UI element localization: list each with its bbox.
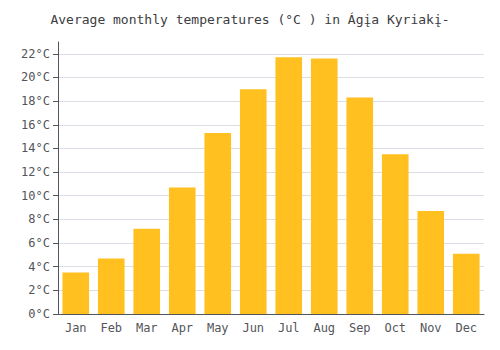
svg-text:Oct: Oct xyxy=(384,321,406,335)
svg-text:May: May xyxy=(207,321,229,335)
svg-text:Jul: Jul xyxy=(278,321,300,335)
svg-text:22°C: 22°C xyxy=(21,47,50,61)
svg-text:Feb: Feb xyxy=(100,321,122,335)
svg-text:2°C: 2°C xyxy=(28,283,50,297)
svg-text:Apr: Apr xyxy=(171,321,193,335)
svg-text:Jun: Jun xyxy=(242,321,264,335)
svg-text:0°C: 0°C xyxy=(28,307,50,321)
svg-text:8°C: 8°C xyxy=(28,212,50,226)
svg-text:Nov: Nov xyxy=(420,321,442,335)
svg-text:16°C: 16°C xyxy=(21,118,50,132)
svg-text:10°C: 10°C xyxy=(21,189,50,203)
svg-text:4°C: 4°C xyxy=(28,260,50,274)
svg-text:14°C: 14°C xyxy=(21,141,50,155)
svg-text:12°C: 12°C xyxy=(21,165,50,179)
svg-text:Dec: Dec xyxy=(455,321,477,335)
svg-text:Jan: Jan xyxy=(65,321,87,335)
svg-text:20°C: 20°C xyxy=(21,70,50,84)
svg-text:Sep: Sep xyxy=(349,321,371,335)
svg-text:Mar: Mar xyxy=(136,321,158,335)
svg-text:18°C: 18°C xyxy=(21,94,50,108)
svg-text:Average monthly temperatures (: Average monthly temperatures (°C ) in Ág… xyxy=(50,12,449,27)
svg-text:6°C: 6°C xyxy=(28,236,50,250)
svg-text:Aug: Aug xyxy=(313,321,335,335)
